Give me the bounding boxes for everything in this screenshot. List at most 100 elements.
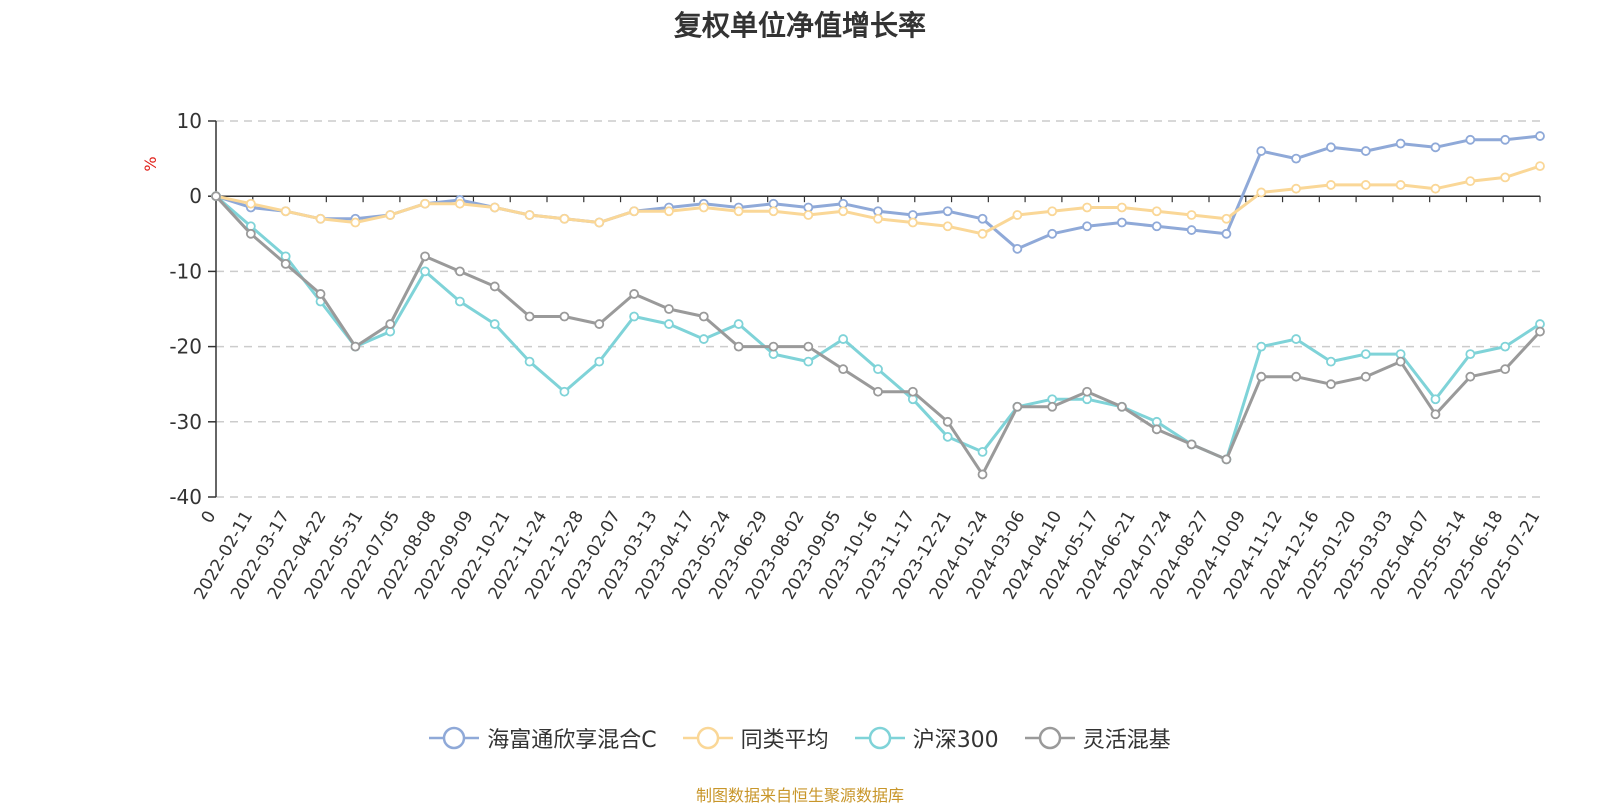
data-point: [629, 311, 640, 322]
data-point: [768, 341, 779, 352]
legend-item-3[interactable]: 灵活混基: [1024, 722, 1171, 754]
data-point: [245, 228, 256, 239]
legend-label: 同类平均: [740, 728, 829, 753]
data-point: [1012, 243, 1023, 254]
data-point: [1291, 183, 1302, 194]
data-point: [559, 386, 570, 397]
y-unit-label: %: [141, 156, 160, 171]
data-point: [1360, 349, 1371, 360]
y-tick-label: 0: [189, 184, 202, 208]
data-point: [803, 210, 814, 220]
data-point: [454, 266, 465, 277]
data-point: [1116, 202, 1127, 213]
series-line-0: [215, 134, 1541, 251]
legend: 海富通欣享混合C 同类平均 沪深300 灵活混基: [0, 722, 1600, 754]
data-point: [873, 364, 883, 375]
data-point: [1012, 210, 1023, 220]
data-point: [1395, 138, 1406, 149]
data-point: [1256, 187, 1267, 198]
data-point: [350, 341, 361, 352]
data-point: [1500, 134, 1511, 145]
data-point: [280, 258, 291, 269]
data-point: [594, 319, 605, 329]
data-point: [1116, 217, 1127, 228]
data-point: [768, 206, 779, 217]
data-point: [454, 198, 465, 209]
data-point: [803, 341, 814, 352]
data-point: [1186, 439, 1197, 450]
data-point: [1047, 206, 1058, 217]
legend-item-2[interactable]: 沪深300: [854, 722, 999, 754]
data-point: [1360, 146, 1371, 156]
legend-marker-icon: [682, 726, 733, 750]
y-tick-label: -10: [169, 259, 202, 283]
series-lines: [211, 131, 1545, 480]
data-point: [454, 296, 465, 307]
data-point: [1221, 213, 1232, 224]
data-point: [629, 206, 640, 217]
data-point: [1221, 454, 1232, 465]
data-point: [489, 319, 500, 329]
data-point: [489, 281, 500, 292]
data-point: [1500, 341, 1511, 352]
data-point: [664, 319, 674, 329]
data-point: [1326, 180, 1336, 190]
data-point: [1326, 356, 1336, 367]
data-point: [977, 228, 988, 239]
data-point: [733, 319, 744, 329]
data-point: [838, 364, 849, 375]
data-point: [1291, 153, 1302, 164]
data-point: [211, 191, 221, 202]
data-point: [698, 311, 709, 322]
x-tick-label: 0: [198, 508, 221, 527]
data-point: [1082, 202, 1092, 213]
data-point: [524, 210, 535, 220]
data-point: [489, 202, 500, 213]
data-point: [664, 304, 674, 314]
data-point: [698, 202, 709, 213]
data-point: [350, 217, 361, 228]
data-point: [315, 289, 326, 299]
data-point: [1430, 183, 1441, 194]
data-point: [524, 356, 535, 367]
data-point: [873, 213, 883, 224]
data-point: [907, 386, 918, 397]
data-point: [1430, 409, 1441, 420]
chart-title: 复权单位净值增长率: [673, 9, 926, 42]
data-point: [1535, 161, 1545, 172]
data-point: [1151, 221, 1162, 232]
data-point: [1360, 180, 1371, 190]
data-point: [942, 221, 953, 232]
data-point: [1256, 146, 1267, 156]
data-point: [1082, 221, 1092, 232]
data-point: [594, 217, 605, 228]
data-point: [1326, 379, 1336, 390]
data-point: [664, 206, 674, 217]
data-point: [1430, 142, 1441, 153]
data-point: [733, 341, 744, 352]
y-tick-label: -30: [169, 410, 202, 434]
data-point: [1326, 142, 1336, 153]
data-point: [1151, 206, 1162, 217]
data-point: [245, 198, 256, 209]
data-point: [942, 431, 953, 442]
data-point: [280, 206, 291, 217]
legend-item-1[interactable]: 同类平均: [682, 722, 829, 754]
data-point: [977, 469, 988, 480]
data-point: [420, 198, 430, 209]
legend-item-0[interactable]: 海富通欣享混合C: [429, 722, 657, 754]
data-point: [315, 213, 326, 224]
legend-marker-icon: [1024, 726, 1075, 750]
data-point: [594, 356, 605, 367]
axes: [208, 120, 1541, 498]
data-point: [907, 217, 918, 228]
data-point: [838, 334, 849, 344]
data-point: [524, 311, 535, 322]
data-point: [559, 213, 570, 224]
data-point: [1465, 349, 1476, 360]
data-point: [1395, 356, 1406, 367]
data-point: [385, 319, 396, 329]
data-point: [1151, 424, 1162, 435]
data-point: [1465, 176, 1476, 187]
